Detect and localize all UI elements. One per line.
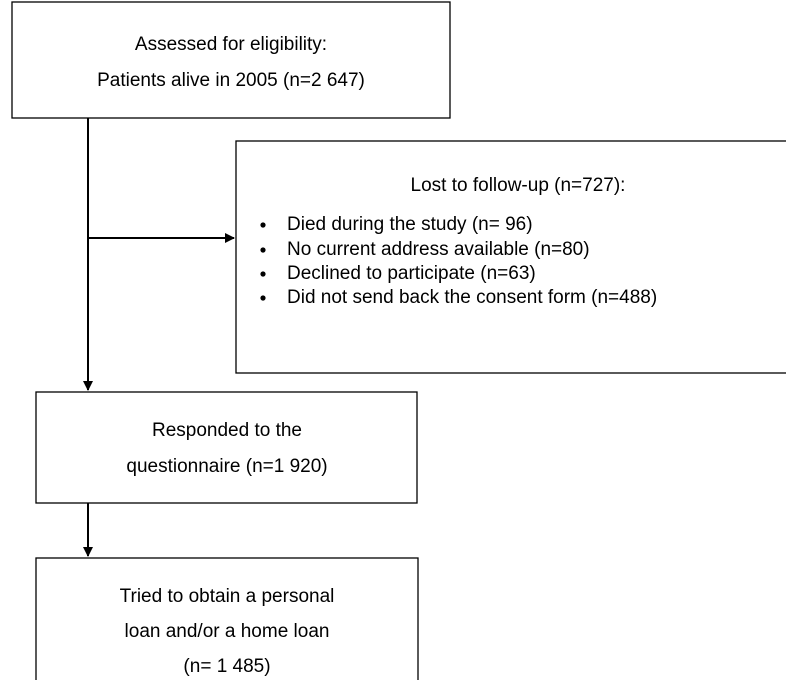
node-text: Assessed for eligibility: bbox=[135, 34, 327, 55]
node-box bbox=[235, 140, 786, 374]
bullet bbox=[260, 222, 266, 228]
bullet bbox=[260, 295, 266, 301]
node-title: Lost to follow-up (n=727): bbox=[411, 175, 626, 196]
node-box bbox=[35, 557, 419, 680]
node-text: loan and/or a home loan bbox=[125, 621, 330, 642]
node-text: Responded to the bbox=[152, 420, 302, 441]
list-item: No current address available (n=80) bbox=[287, 239, 590, 260]
list-item: Died during the study (n= 96) bbox=[287, 214, 533, 235]
node-box bbox=[35, 391, 418, 504]
bullet bbox=[260, 271, 266, 277]
list-item: Declined to participate (n=63) bbox=[287, 263, 536, 284]
bullet bbox=[260, 247, 266, 253]
list-item: Did not send back the consent form (n=48… bbox=[287, 287, 657, 308]
node-text: (n= 1 485) bbox=[183, 656, 270, 677]
bullet-list: Died during the study (n= 96) No current… bbox=[260, 214, 657, 308]
node-text: questionnaire (n=1 920) bbox=[126, 456, 327, 477]
node-text: Patients alive in 2005 (n=2 647) bbox=[97, 70, 365, 91]
node-box bbox=[11, 1, 451, 119]
node-text: Tried to obtain a personal bbox=[120, 586, 335, 607]
